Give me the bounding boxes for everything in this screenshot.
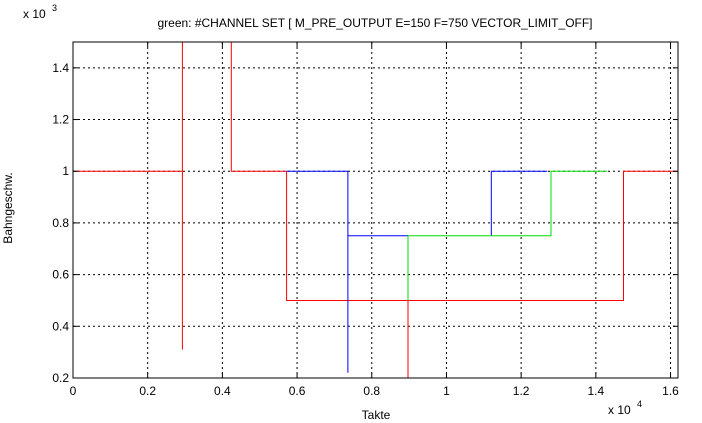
x-tick-label: 1.2 xyxy=(513,384,530,398)
y-multiplier-exponent: 3 xyxy=(52,3,57,13)
x-tick-label: 1.4 xyxy=(587,384,604,398)
chart-title: green: #CHANNEL SET [ M_PRE_OUTPUT E=150… xyxy=(157,16,592,30)
x-tick-label: 0.6 xyxy=(289,384,306,398)
x-axis-label: Takte xyxy=(362,408,391,422)
x-tick-labels: 0 0.2 0.4 0.6 0.8 1 1.2 1.4 1.6 xyxy=(70,384,680,398)
y-tick-label: 0.2 xyxy=(52,371,69,385)
y-axis-label: Bahngeschw. xyxy=(1,172,15,243)
series-line-1 xyxy=(72,41,678,378)
y-tick-labels: 0.2 0.4 0.6 0.8 1 1.2 1.4 xyxy=(52,61,69,385)
y-tick-label: 0.6 xyxy=(52,268,69,282)
x-multiplier-label: x 10 xyxy=(608,403,631,417)
ticks xyxy=(72,42,678,379)
series-line-3 xyxy=(286,170,408,373)
grid xyxy=(73,42,678,379)
y-tick-label: 1 xyxy=(62,164,69,178)
y-tick-label: 1.4 xyxy=(52,61,69,75)
y-multiplier-label: x 10 xyxy=(23,7,46,21)
x-tick-label: 0 xyxy=(70,384,77,398)
series-line-5 xyxy=(407,170,607,301)
x-tick-label: 0.2 xyxy=(139,384,156,398)
plot-frame xyxy=(72,41,679,379)
series-line-4 xyxy=(490,170,548,236)
x-tick-label: 0.8 xyxy=(363,384,380,398)
x-tick-label: 1.6 xyxy=(662,384,679,398)
x-tick-label: 1 xyxy=(443,384,450,398)
series-group xyxy=(72,41,678,378)
y-tick-label: 0.4 xyxy=(52,319,69,333)
x-multiplier-exponent: 4 xyxy=(637,399,642,409)
x-tick-label: 0.4 xyxy=(214,384,231,398)
y-tick-label: 1.2 xyxy=(52,113,69,127)
y-tick-label: 0.8 xyxy=(52,216,69,230)
